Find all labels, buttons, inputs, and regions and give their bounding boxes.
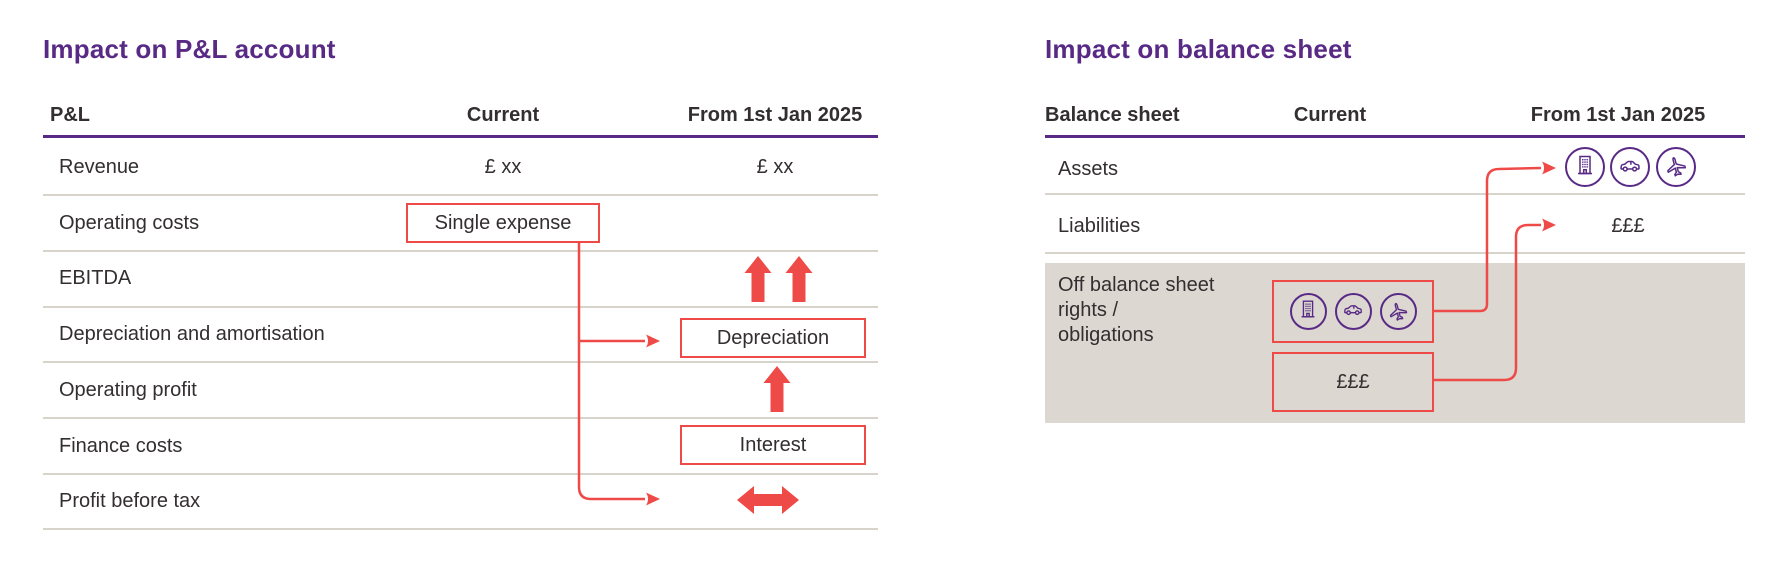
pnl-row-divider <box>43 194 878 196</box>
pnl-row-divider <box>43 417 878 419</box>
balance-row-divider <box>1045 193 1745 195</box>
off-balance-amount-box: £££ <box>1272 352 1434 412</box>
asset-car-circle <box>1610 147 1650 187</box>
connector-arrowhead-assets <box>1542 161 1556 175</box>
single-expense-connector <box>577 243 645 501</box>
off-balance-car-circle <box>1334 293 1372 330</box>
ebitda-increase-arrows <box>744 256 813 302</box>
balance-row-divider <box>1045 252 1745 254</box>
connector-arrowhead-profit-before-tax <box>646 492 660 506</box>
asset-airplane-circle <box>1656 147 1696 187</box>
connector-arrowhead-depreciation <box>646 334 660 348</box>
single-expense-box: Single expense <box>406 203 600 243</box>
off-balance-icons <box>1274 282 1432 341</box>
pnl-revenue-current-value: £ xx <box>484 156 522 178</box>
pnl-revenue-future-value: £ xx <box>756 156 794 178</box>
pnl-header-future-col: From 1st Jan 2025 <box>687 104 863 126</box>
balance-header-rows-col: Balance sheet <box>1045 104 1180 126</box>
pnl-title: Impact on P&L account <box>43 34 336 64</box>
pnl-row-divider <box>43 528 878 530</box>
car-icon <box>1618 153 1642 182</box>
interest-box: Interest <box>680 425 866 465</box>
pnl-row-label-depreciation-amortisation: Depreciation and amortisation <box>59 323 325 345</box>
balance-header-current-col: Current <box>1293 104 1367 126</box>
balance-row-label-liabilities: Liabilities <box>1058 215 1141 237</box>
interest-label: Interest <box>739 433 807 456</box>
pnl-header-current-col: Current <box>466 104 540 126</box>
connector-arrowhead-liabilities <box>1542 218 1556 232</box>
profit-before-tax-double-arrow <box>737 486 799 514</box>
depreciation-box: Depreciation <box>680 318 866 358</box>
pnl-row-label-operating-profit: Operating profit <box>59 379 197 401</box>
single-expense-label: Single expense <box>434 211 572 234</box>
building-icon <box>1297 298 1319 326</box>
pnl-row-label-ebitda: EBITDA <box>59 267 132 289</box>
pnl-row-label-revenue: Revenue <box>59 156 140 178</box>
balance-row-label-assets: Assets <box>1058 158 1119 180</box>
depreciation-label: Depreciation <box>716 326 830 349</box>
liabilities-future-value: £££ <box>1611 215 1645 237</box>
off-balance-icons-box <box>1272 280 1434 343</box>
pnl-row-divider <box>43 473 878 475</box>
pnl-row-divider <box>43 361 878 363</box>
pnl-row-divider <box>43 306 878 308</box>
operating-profit-increase-arrow <box>763 366 791 412</box>
pnl-header-rows-col: P&L <box>50 104 90 126</box>
off-balance-airplane-circle <box>1379 293 1417 330</box>
pnl-header-rule <box>43 135 878 138</box>
building-icon <box>1573 153 1597 182</box>
off-balance-building-circle <box>1289 293 1327 330</box>
balance-header-rule <box>1045 135 1745 138</box>
car-icon <box>1342 298 1364 326</box>
pnl-row-label-profit-before-tax: Profit before tax <box>59 490 201 512</box>
pnl-row-divider <box>43 250 878 252</box>
airplane-icon <box>1385 298 1412 325</box>
airplane-icon <box>1661 152 1690 181</box>
off-balance-sheet-shaded-row <box>1045 263 1745 423</box>
pnl-row-label-operating-costs: Operating costs <box>59 212 200 234</box>
pnl-row-label-finance-costs: Finance costs <box>59 435 183 457</box>
balance-title: Impact on balance sheet <box>1045 34 1352 64</box>
off-balance-amount: £££ <box>1336 370 1370 393</box>
asset-building-circle <box>1565 147 1605 187</box>
balance-row-label-off-balance-sheet: Off balance sheet rights / obligations <box>1058 274 1215 346</box>
balance-header-future-col: From 1st Jan 2025 <box>1530 104 1706 126</box>
